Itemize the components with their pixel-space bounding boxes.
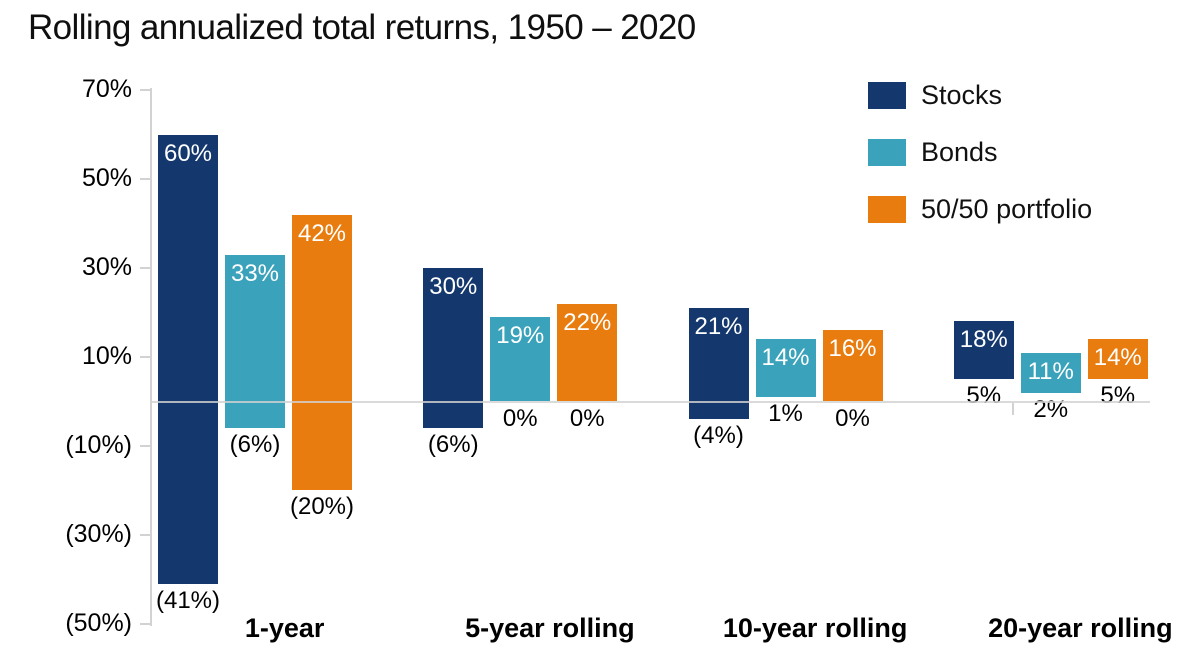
legend-label: Bonds [921,137,998,167]
legend-item-50-50-portfolio: 50/50 portfolio [868,196,1092,223]
legend-item-stocks: Stocks [868,82,1002,109]
category-label-5-year-rolling: 5-year rolling [465,613,635,643]
bar-50-50-portfolio-10-year-rolling [822,330,883,402]
stocks-legend-swatch-icon [868,82,906,109]
bar-low-label: (41%) [155,586,221,614]
y-axis-tick [140,178,151,181]
y-axis-tick-label: 50% [81,164,132,193]
legend-item-bonds: Bonds [868,139,998,166]
bar-high-label: 33% [230,259,280,287]
bar-low-label: (6%) [427,431,479,459]
bar-low-label: 1% [768,400,803,428]
bar-high-label: 30% [429,273,478,301]
bonds-legend-swatch-icon [868,139,906,166]
y-axis-tick-label: (10%) [65,430,132,459]
zero-line [152,400,1150,403]
y-axis-tick [140,444,151,447]
bar-high-label: 22% [563,308,612,336]
bar-50-50-portfolio-1-year [292,214,352,491]
bar-stocks-20-year-rolling [953,321,1014,380]
bar-low-label: (4%) [693,422,744,450]
bar-high-label: 18% [959,326,1008,354]
bar-stocks-1-year [158,134,218,584]
y-axis-tick [140,533,151,536]
bar-high-label: 60% [163,139,213,167]
y-axis-tick [140,89,151,92]
bar-bonds-1-year [225,254,285,429]
bar-low-label: (6%) [229,431,281,459]
bar-high-label: 16% [828,335,877,363]
y-axis-line [150,88,152,626]
category-label-10-year-rolling: 10-year rolling [722,613,908,643]
bar-high-label: 14% [761,344,810,372]
y-axis-tick [140,356,151,359]
bar-50-50-portfolio-20-year-rolling [1087,339,1148,380]
y-axis-tick-label: (30%) [65,519,132,548]
y-axis-tick-label: (50%) [65,608,132,637]
category-tick [1012,402,1014,415]
bar-low-label: (20%) [289,493,355,521]
y-axis-tick-label: 70% [81,75,132,104]
bar-bonds-10-year-rolling [755,339,816,398]
bar-bonds-5-year-rolling [490,317,551,402]
bar-high-label: 14% [1093,344,1142,372]
legend-label: 50/50 portfolio [921,194,1093,224]
y-axis-tick [140,267,151,270]
category-label-1-year: 1-year [244,613,325,643]
bar-low-label: 5% [1100,382,1136,410]
50-50-portfolio-legend-swatch-icon [868,196,906,223]
bar-low-label: 0% [835,404,870,432]
bar-low-label: 5% [966,382,1002,410]
bar-bonds-20-year-rolling [1020,352,1081,393]
y-axis-tick-label: 10% [81,342,132,371]
bar-high-label: 42% [297,219,347,247]
bar-high-label: 11% [1027,357,1074,385]
bar-low-label: 0% [569,404,605,432]
legend-label: Stocks [921,80,1003,110]
bar-low-label: 0% [502,404,538,432]
bar-50-50-portfolio-5-year-rolling [557,303,618,402]
bar-high-label: 19% [496,322,545,349]
y-axis-tick [140,622,151,625]
category-label-20-year-rolling: 20-year rolling [988,613,1173,643]
y-axis-tick-label: 30% [81,253,132,282]
chart-title: Rolling annualized total returns, 1950 –… [28,8,696,47]
bar-high-label: 21% [694,313,743,341]
